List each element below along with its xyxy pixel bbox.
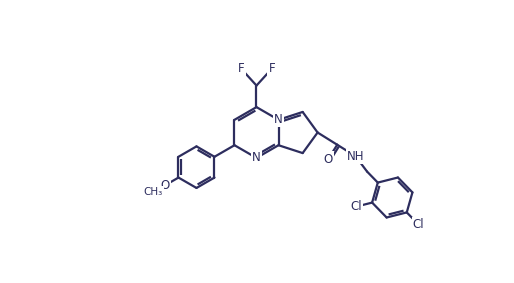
Text: F: F (269, 62, 275, 75)
Text: CH₃: CH₃ (143, 187, 163, 197)
Text: O: O (324, 153, 333, 166)
Text: NH: NH (347, 150, 364, 163)
Text: Cl: Cl (350, 200, 361, 213)
Text: N: N (274, 113, 283, 126)
Text: F: F (238, 62, 245, 75)
Text: Cl: Cl (413, 218, 425, 231)
Text: N: N (252, 151, 261, 164)
Text: O: O (160, 179, 170, 192)
